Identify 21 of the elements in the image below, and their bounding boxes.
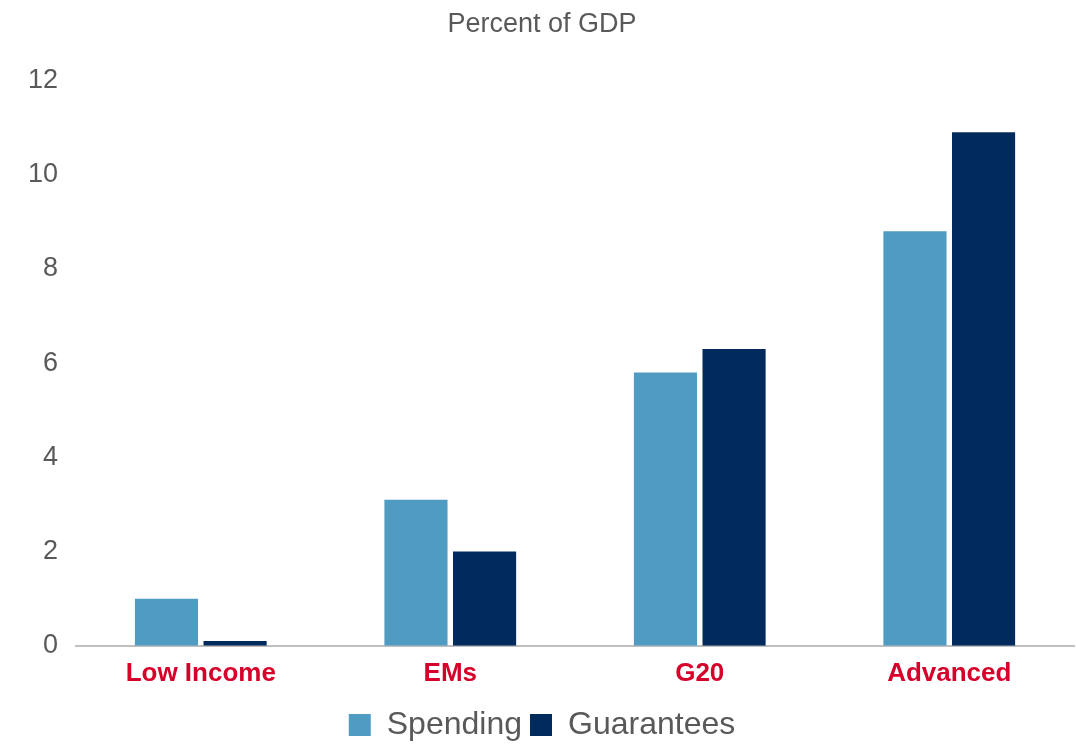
- y-tick-label: 6: [43, 346, 59, 377]
- y-tick-label: 0: [43, 629, 59, 660]
- legend-label: Guarantees: [568, 704, 736, 741]
- bar: [453, 551, 517, 646]
- bar: [952, 132, 1016, 646]
- bar: [633, 372, 698, 646]
- chart-title: Percent of GDP: [447, 7, 637, 38]
- bar: [883, 231, 947, 646]
- x-tick-label: EMs: [423, 656, 477, 687]
- y-tick-label: 8: [43, 252, 59, 283]
- y-tick-label: 4: [43, 440, 59, 471]
- bar: [134, 598, 199, 646]
- x-tick-label: G20: [675, 656, 725, 687]
- legend-label: Spending: [386, 704, 523, 741]
- bar: [384, 499, 448, 646]
- y-tick-label: 10: [27, 158, 59, 189]
- x-tick-label: Low Income: [125, 656, 276, 687]
- y-tick-label: 12: [27, 63, 59, 94]
- bar: [702, 348, 766, 646]
- x-tick-label: Advanced: [887, 656, 1012, 687]
- y-tick-label: 2: [43, 535, 59, 566]
